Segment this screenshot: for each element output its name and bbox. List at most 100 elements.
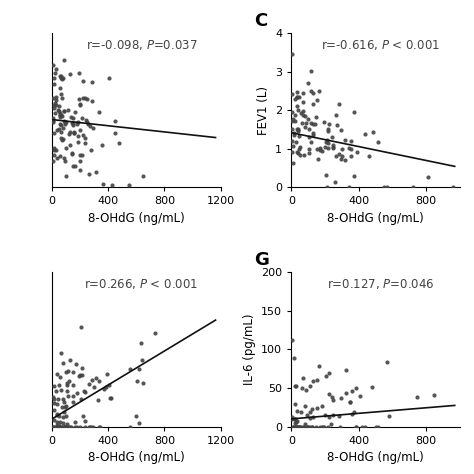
Point — [313, 423, 320, 430]
Point — [316, 88, 323, 95]
Point — [325, 413, 333, 421]
Point — [299, 384, 306, 392]
Point — [58, 136, 65, 144]
X-axis label: 8-OHdG (ng/mL): 8-OHdG (ng/mL) — [88, 212, 185, 225]
Point — [49, 114, 56, 121]
Point — [50, 129, 57, 137]
Point — [64, 387, 71, 394]
Point — [307, 67, 315, 74]
Point — [89, 97, 96, 105]
Point — [52, 101, 60, 109]
Point — [60, 398, 68, 406]
Point — [323, 136, 330, 143]
Point — [69, 162, 76, 169]
Point — [295, 93, 302, 100]
Point — [305, 133, 313, 141]
Point — [293, 102, 301, 109]
Point — [63, 368, 70, 376]
Point — [318, 147, 326, 155]
Point — [56, 109, 64, 117]
Point — [383, 183, 391, 191]
Point — [320, 118, 328, 126]
Point — [349, 387, 356, 394]
Point — [325, 121, 333, 128]
Point — [49, 423, 56, 430]
Point — [55, 102, 63, 109]
Point — [54, 395, 62, 402]
Point — [73, 120, 81, 128]
Point — [55, 125, 63, 133]
Point — [295, 146, 302, 153]
Point — [291, 401, 299, 408]
Point — [430, 392, 438, 399]
Point — [53, 422, 61, 429]
Point — [291, 419, 299, 427]
Point — [301, 112, 309, 120]
Point — [57, 128, 65, 136]
Point — [53, 411, 61, 419]
Point — [95, 377, 102, 385]
Point — [54, 106, 62, 114]
Point — [78, 114, 86, 122]
Point — [76, 127, 83, 134]
Point — [353, 384, 360, 392]
Point — [59, 124, 67, 131]
Point — [64, 392, 72, 400]
Point — [86, 423, 93, 430]
Point — [77, 323, 85, 331]
Point — [126, 365, 133, 373]
Point — [308, 138, 315, 146]
Point — [135, 365, 143, 373]
Point — [314, 155, 322, 163]
Point — [63, 423, 70, 430]
Point — [361, 130, 369, 137]
Point — [65, 378, 73, 385]
Point — [50, 101, 57, 109]
Point — [71, 419, 79, 426]
Point — [69, 119, 77, 127]
Point — [56, 418, 64, 426]
Point — [61, 120, 69, 128]
Point — [293, 423, 301, 430]
Point — [64, 106, 72, 114]
Point — [64, 381, 71, 389]
Point — [59, 395, 67, 403]
Text: r=0.127, $\it{P}$=0.046: r=0.127, $\it{P}$=0.046 — [327, 277, 435, 291]
Point — [88, 146, 95, 154]
Point — [55, 422, 63, 429]
Point — [75, 372, 82, 380]
Point — [50, 80, 58, 88]
Point — [383, 358, 391, 365]
Point — [61, 107, 68, 114]
Point — [53, 127, 61, 134]
Point — [70, 129, 78, 137]
Text: r=-0.098, $\it{P}$=0.037: r=-0.098, $\it{P}$=0.037 — [86, 38, 197, 52]
Point — [294, 423, 302, 430]
Point — [309, 120, 317, 128]
Point — [105, 74, 113, 82]
Point — [295, 423, 302, 430]
Point — [106, 394, 114, 402]
Text: C: C — [254, 11, 267, 29]
Point — [126, 423, 134, 430]
Point — [56, 84, 64, 91]
Point — [49, 117, 56, 125]
Point — [62, 423, 69, 430]
Point — [52, 97, 60, 104]
Point — [306, 408, 313, 416]
Point — [74, 138, 82, 146]
Point — [105, 381, 112, 389]
Point — [70, 398, 77, 406]
Point — [98, 141, 106, 149]
Point — [108, 181, 116, 188]
Point — [79, 372, 86, 379]
Point — [62, 402, 70, 410]
Point — [292, 423, 300, 430]
Point — [73, 423, 81, 430]
Point — [293, 423, 301, 430]
Point — [107, 394, 114, 401]
Point — [111, 117, 119, 125]
Point — [50, 146, 58, 154]
Point — [85, 170, 93, 178]
Point — [133, 378, 141, 385]
